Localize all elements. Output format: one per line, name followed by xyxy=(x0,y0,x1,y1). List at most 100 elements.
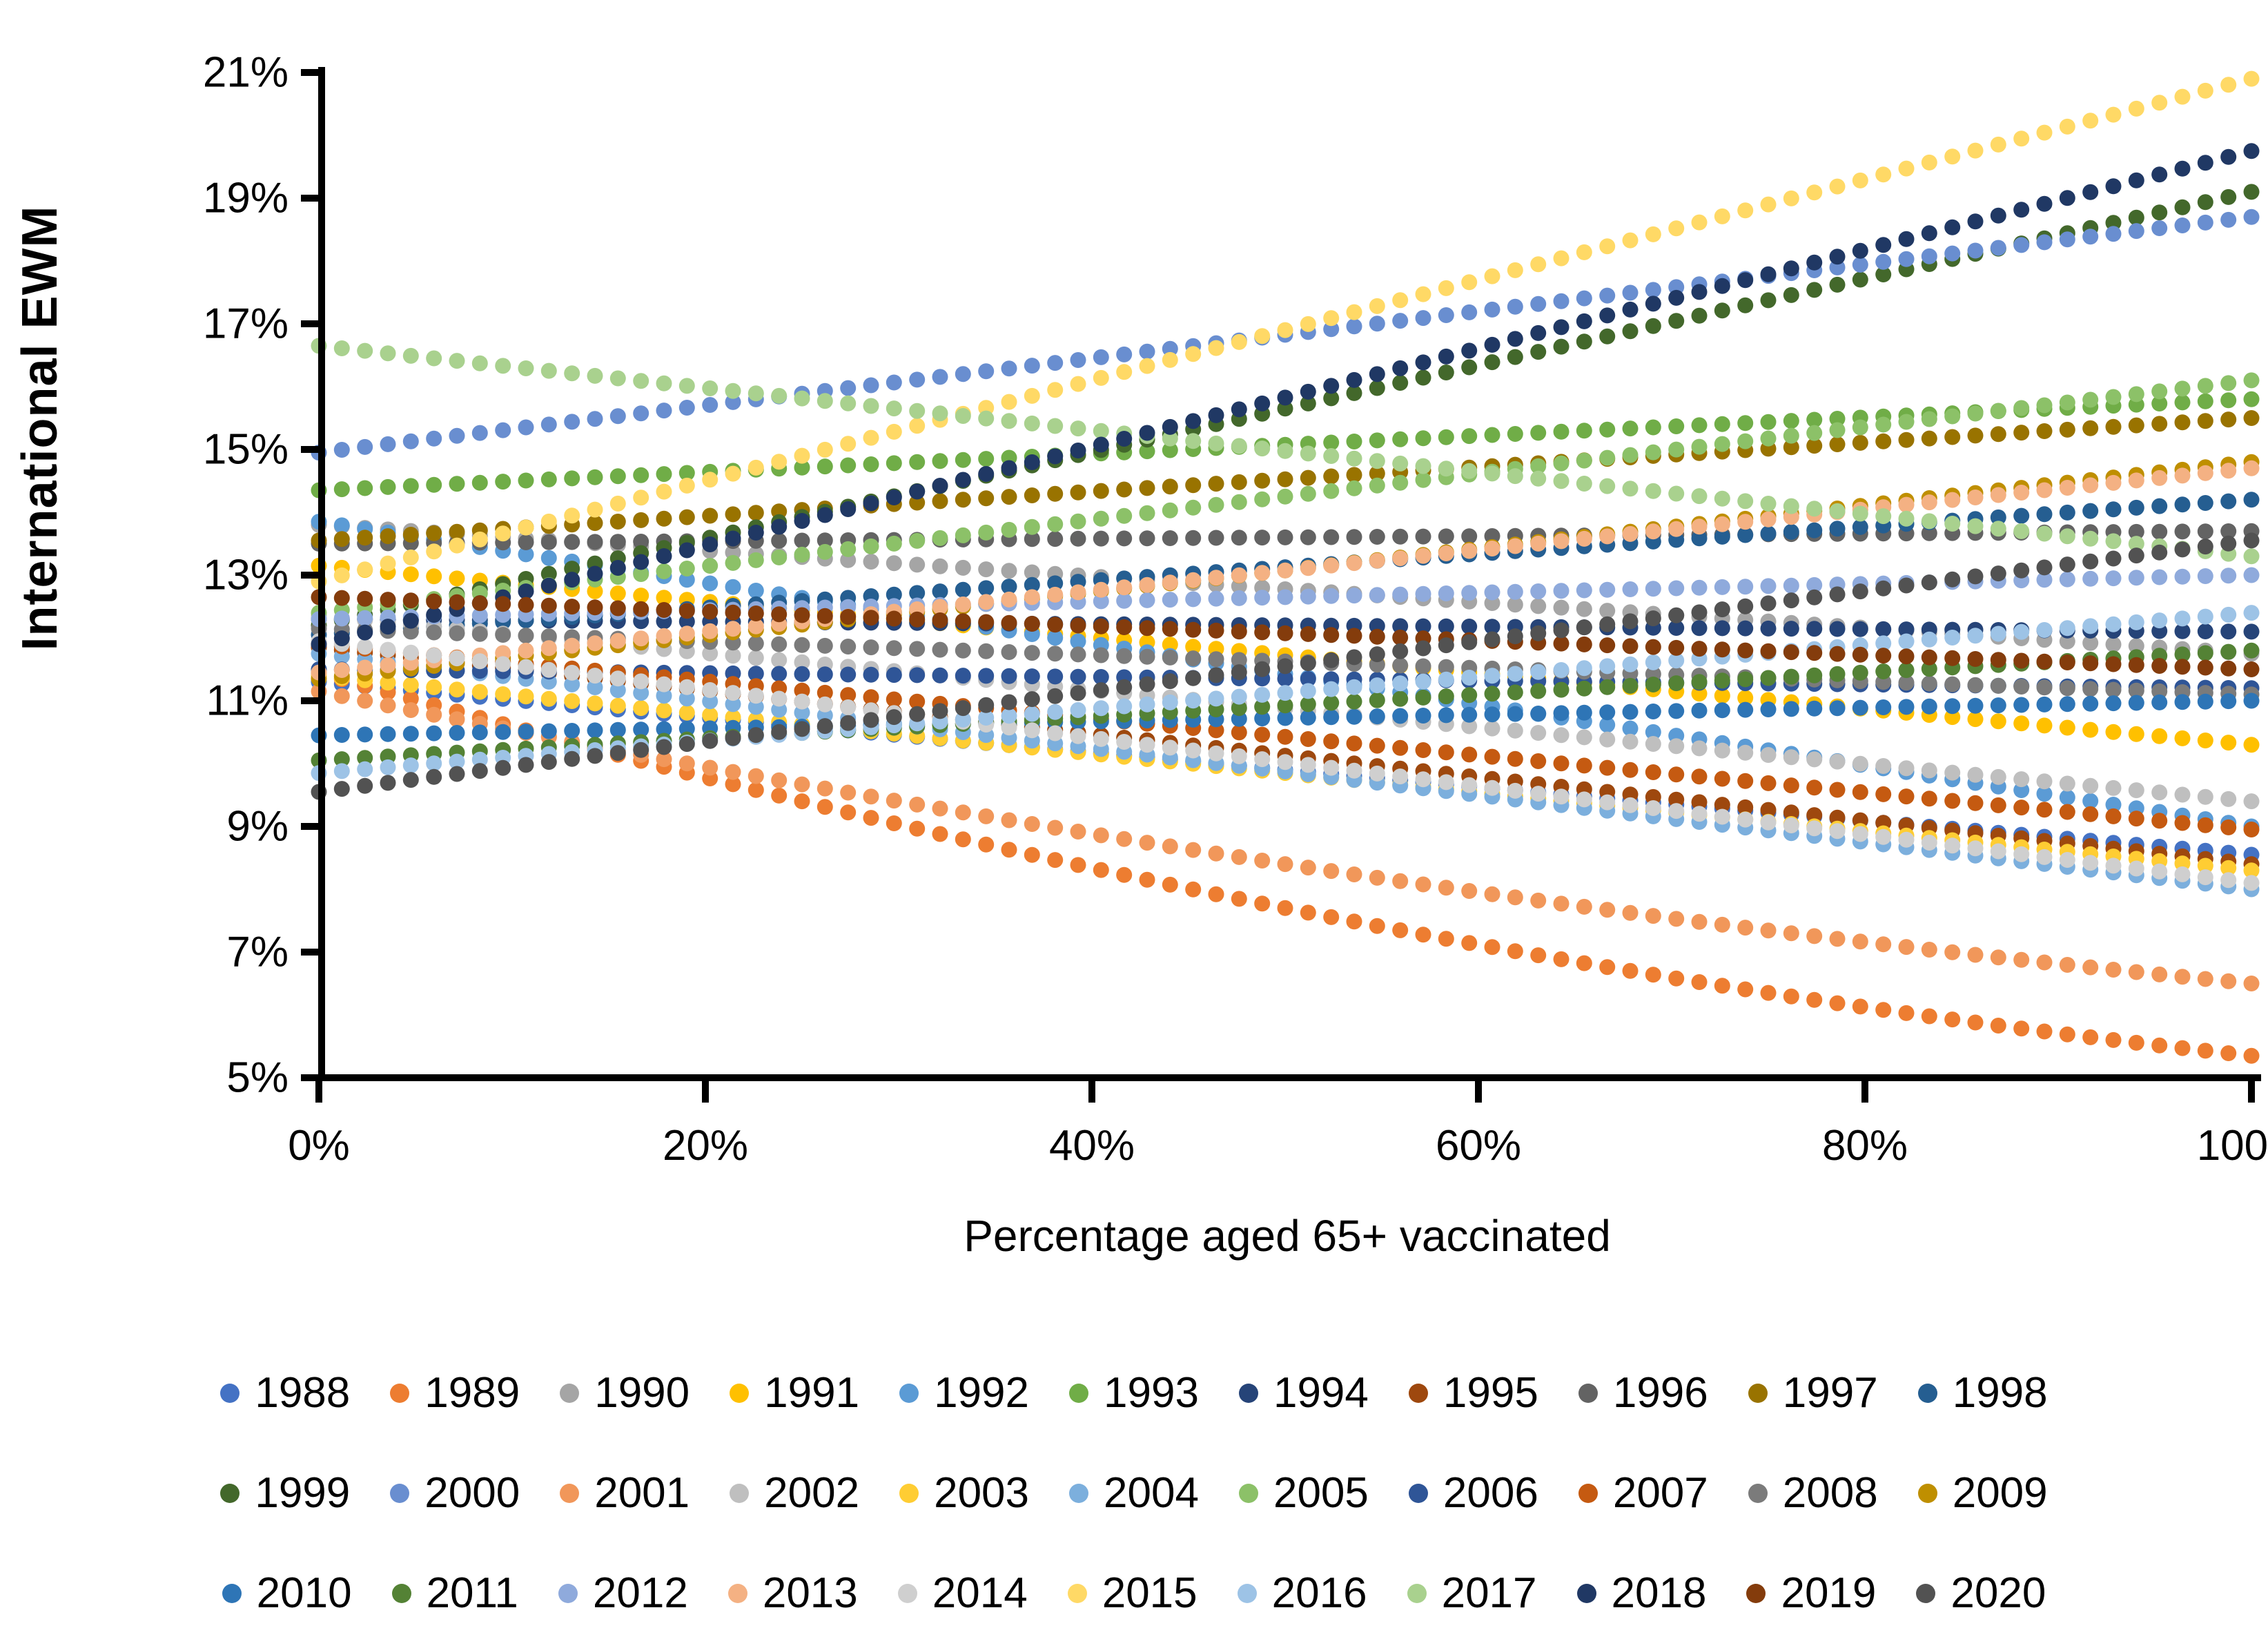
legend-marker-icon xyxy=(220,1483,240,1503)
legend-item-2015: 2015 xyxy=(1067,1569,1197,1617)
y-axis-title: International EWM xyxy=(12,205,68,651)
legend-item-2010: 2010 xyxy=(222,1569,352,1617)
legend-item-label: 1998 xyxy=(1952,1368,2048,1417)
y-tick-label: 15% xyxy=(203,426,289,474)
x-tick-label: 0% xyxy=(288,1122,350,1170)
legend-item-1996: 1996 xyxy=(1578,1368,1708,1417)
y-tick-label: 21% xyxy=(203,49,289,97)
legend-marker-icon xyxy=(560,1483,580,1503)
legend-item-label: 1994 xyxy=(1273,1368,1369,1417)
legend-item-2019: 2019 xyxy=(1746,1569,1877,1617)
legend-row: 2010 2011 2012 2013 2014 2015 2016 2017 2018 2019… xyxy=(0,1543,2268,1643)
legend-marker-icon xyxy=(390,1383,410,1403)
legend-marker-icon xyxy=(730,1483,750,1503)
legend-item-2011: 2011 xyxy=(391,1569,518,1617)
legend-marker-icon xyxy=(1748,1383,1768,1403)
legend-marker-icon xyxy=(1067,1583,1087,1603)
legend-item-label: 2013 xyxy=(762,1569,858,1617)
legend-marker-icon xyxy=(1748,1483,1768,1503)
legend-marker-icon xyxy=(1408,1383,1428,1403)
legend-item-1998: 1998 xyxy=(1917,1368,2048,1417)
legend-marker-icon xyxy=(558,1583,578,1603)
legend-item-2013: 2013 xyxy=(727,1569,858,1617)
legend-item-2016: 2016 xyxy=(1237,1569,1367,1617)
legend-item-label: 2001 xyxy=(594,1468,690,1517)
legend-item-2014: 2014 xyxy=(897,1569,1028,1617)
legend-item-label: 1997 xyxy=(1782,1368,1878,1417)
series-dots-1989 xyxy=(311,664,2260,1064)
y-tick-label: 19% xyxy=(203,175,289,222)
legend-marker-icon xyxy=(560,1383,580,1403)
legend-item-1999: 1999 xyxy=(220,1468,351,1517)
legend-item-label: 1992 xyxy=(934,1368,1030,1417)
x-tick-label: 40% xyxy=(1049,1122,1135,1170)
legend-item-2007: 2007 xyxy=(1578,1468,1708,1517)
series-dots-2015 xyxy=(311,70,2260,590)
legend-marker-icon xyxy=(1238,1483,1258,1503)
legend-item-label: 1999 xyxy=(255,1468,351,1517)
legend-marker-icon xyxy=(1578,1383,1598,1403)
legend-marker-icon xyxy=(1237,1583,1257,1603)
x-tick-label: 60% xyxy=(1436,1122,1521,1170)
legend-row: 1988 1989 1990 1991 1992 1993 1994 1995 1996 1997… xyxy=(0,1343,2268,1443)
legend-marker-icon xyxy=(1069,1383,1089,1403)
y-tick-label: 13% xyxy=(203,552,289,599)
legend-item-1997: 1997 xyxy=(1748,1368,1878,1417)
series-dots-2013 xyxy=(311,460,2260,681)
legend-item-label: 1995 xyxy=(1443,1368,1538,1417)
y-tick-label: 9% xyxy=(226,803,289,851)
y-tick-label: 17% xyxy=(203,300,289,348)
legend-item-label: 2017 xyxy=(1441,1569,1537,1617)
legend-item-label: 1988 xyxy=(255,1368,351,1417)
legend-marker-icon xyxy=(1408,1483,1428,1503)
legend-item-label: 2002 xyxy=(764,1468,860,1517)
legend-item-label: 2009 xyxy=(1952,1468,2048,1517)
legend-marker-icon xyxy=(1746,1583,1766,1603)
legend-item-1990: 1990 xyxy=(560,1368,690,1417)
legend-item-2001: 2001 xyxy=(560,1468,690,1517)
legend-item-2004: 2004 xyxy=(1069,1468,1199,1517)
series-dots-1997 xyxy=(311,410,2260,549)
legend-marker-icon xyxy=(1576,1583,1596,1603)
x-tick-label: 100% xyxy=(2197,1122,2268,1170)
legend-item-2005: 2005 xyxy=(1238,1471,1369,1515)
legend-item-label: 2019 xyxy=(1781,1569,1877,1617)
scatter-plot: 21% 19% 17% 15% 13% 11% 9% 7% 5% 0% 20% 40% 60% 80% 10… xyxy=(203,49,2268,1170)
legend-item-2020: 2020 xyxy=(1916,1569,2046,1617)
legend-marker-icon xyxy=(899,1483,919,1503)
legend-item-2006: 2006 xyxy=(1408,1471,1538,1515)
legend-item-1992: 1992 xyxy=(899,1368,1030,1417)
legend-marker-icon xyxy=(1578,1483,1598,1503)
legend-marker-icon xyxy=(1069,1483,1089,1503)
legend-item-label: 2018 xyxy=(1611,1569,1707,1617)
legend-item-label: 2004 xyxy=(1104,1468,1199,1517)
legend-item-label: 2016 xyxy=(1271,1569,1367,1617)
legend-item-label: 2007 xyxy=(1612,1468,1708,1517)
y-tick-label: 5% xyxy=(226,1054,289,1102)
legend-item-label: 2015 xyxy=(1102,1569,1197,1617)
legend-item-label: 2008 xyxy=(1782,1468,1878,1517)
series-dots-1996 xyxy=(311,523,2260,552)
legend-item-label: 2010 xyxy=(256,1569,352,1617)
legend-item-1995: 1995 xyxy=(1408,1368,1538,1417)
legend-item-1989: 1989 xyxy=(390,1371,520,1415)
legend-item-2000: 2000 xyxy=(390,1471,520,1515)
legend-item-label: 2011 xyxy=(426,1569,518,1617)
legend-marker-icon xyxy=(1407,1583,1427,1603)
legend-item-1994: 1994 xyxy=(1238,1368,1369,1417)
legend-marker-icon xyxy=(897,1583,917,1603)
legend-marker-icon xyxy=(1917,1383,1937,1403)
legend-item-label: 1993 xyxy=(1104,1368,1199,1417)
legend-item-2017: 2017 xyxy=(1407,1569,1537,1617)
legend-marker-icon xyxy=(899,1383,919,1403)
y-tick-label: 11% xyxy=(206,677,289,725)
legend-row: 1999 2000 2001 2002 2003 2004 2005 2006 2007 2008… xyxy=(0,1443,2268,1543)
legend-item-1993: 1993 xyxy=(1069,1368,1199,1417)
x-tick-label: 80% xyxy=(1822,1122,1908,1170)
legend-item-label: 2014 xyxy=(932,1569,1028,1617)
legend-item-label: 2020 xyxy=(1951,1569,2046,1617)
legend-item-label: 1990 xyxy=(594,1368,690,1417)
legend-item-label: 1996 xyxy=(1612,1368,1708,1417)
legend-marker-icon xyxy=(220,1383,240,1403)
